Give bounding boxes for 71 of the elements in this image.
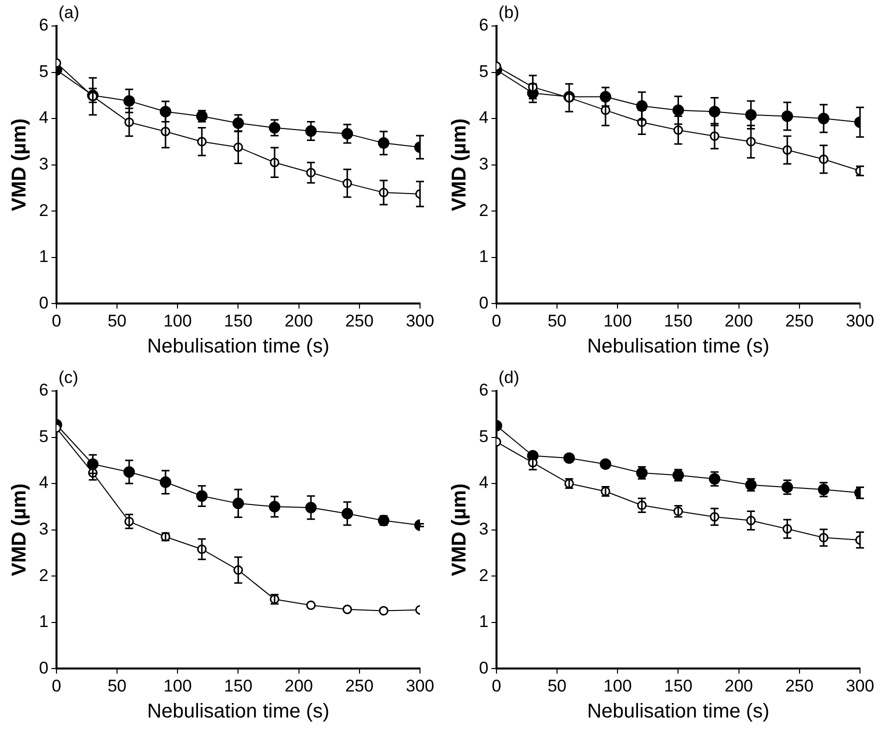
y-tick-label: 4 [38, 473, 48, 492]
y-tick-label: 2 [478, 566, 488, 585]
y-tick-label: 4 [38, 108, 48, 128]
y-axis-title: VMD (µm) [448, 483, 471, 576]
x-tick-label: 150 [664, 311, 692, 330]
x-tick-label: 300 [406, 311, 434, 330]
y-axis-title: VMD (µm) [448, 118, 471, 212]
x-tick-label: 250 [785, 676, 814, 696]
x-tick-label: 0 [492, 676, 502, 696]
x-axis-title: Nebulisation time (s) [147, 700, 330, 723]
x-tick-label: 0 [492, 311, 502, 330]
x-tick-label: 300 [846, 676, 874, 696]
y-tick-label: 2 [478, 200, 488, 220]
y-tick-label: 5 [38, 426, 48, 446]
x-tick-label: 250 [345, 676, 374, 696]
x-tick-label: 50 [548, 676, 567, 696]
x-tick-label: 300 [406, 676, 434, 696]
x-tick-label: 50 [108, 676, 127, 696]
y-tick-label: 4 [478, 473, 488, 492]
y-tick-label: 1 [38, 247, 48, 266]
x-tick-label: 150 [224, 311, 252, 330]
y-tick-label: 6 [38, 16, 48, 35]
x-tick-label: 250 [785, 311, 814, 330]
y-tick-label: 0 [478, 293, 488, 312]
y-tick-label: 1 [478, 247, 488, 266]
x-tick-label: 100 [163, 676, 192, 696]
point [378, 606, 388, 616]
x-tick-label: 150 [664, 676, 692, 696]
x-tick-label: 100 [603, 311, 632, 330]
x-tick-label: 300 [846, 311, 874, 330]
x-tick-label: 100 [163, 311, 192, 330]
y-tick-label: 0 [38, 293, 48, 312]
y-axis-title: VMD (µm) [8, 483, 31, 576]
y-tick-label: 4 [478, 108, 488, 128]
x-tick-label: 250 [345, 311, 374, 330]
x-axis-title: Nebulisation time (s) [587, 700, 770, 723]
y-tick-label: 6 [38, 380, 48, 400]
x-tick-label: 50 [548, 311, 567, 330]
y-tick-label: 6 [478, 380, 488, 400]
y-tick-label: 5 [478, 426, 488, 446]
x-tick-label: 0 [52, 676, 62, 696]
chart-title: (d) [498, 368, 520, 388]
point [342, 604, 352, 614]
chart-title: (c) [58, 368, 78, 388]
y-tick-label: 3 [38, 519, 48, 538]
point [306, 600, 316, 610]
y-tick-label: 1 [38, 612, 48, 632]
y-axis-title: VMD (µm) [8, 118, 31, 212]
y-tick-label: 3 [478, 154, 488, 174]
x-tick-label: 200 [284, 676, 314, 696]
y-tick-label: 2 [38, 566, 48, 585]
x-tick-label: 50 [108, 311, 127, 330]
y-tick-label: 3 [38, 154, 48, 174]
y-tick-label: 0 [478, 658, 488, 678]
x-tick-label: 150 [224, 676, 252, 696]
y-tick-label: 5 [38, 62, 48, 81]
x-tick-label: 100 [603, 676, 632, 696]
y-tick-label: 1 [478, 612, 488, 632]
x-axis-title: Nebulisation time (s) [147, 336, 330, 358]
y-tick-label: 2 [38, 200, 48, 220]
x-tick-label: 0 [52, 311, 62, 330]
y-tick-label: 6 [478, 16, 488, 35]
x-tick-label: 200 [724, 311, 754, 330]
y-tick-label: 3 [478, 519, 488, 538]
x-tick-label: 200 [724, 676, 754, 696]
chart-title: (a) [58, 3, 80, 22]
x-tick-label: 200 [284, 311, 314, 330]
y-tick-label: 5 [478, 62, 488, 81]
y-tick-label: 0 [38, 658, 48, 678]
chart-title: (b) [498, 3, 520, 22]
x-axis-title: Nebulisation time (s) [587, 336, 770, 358]
